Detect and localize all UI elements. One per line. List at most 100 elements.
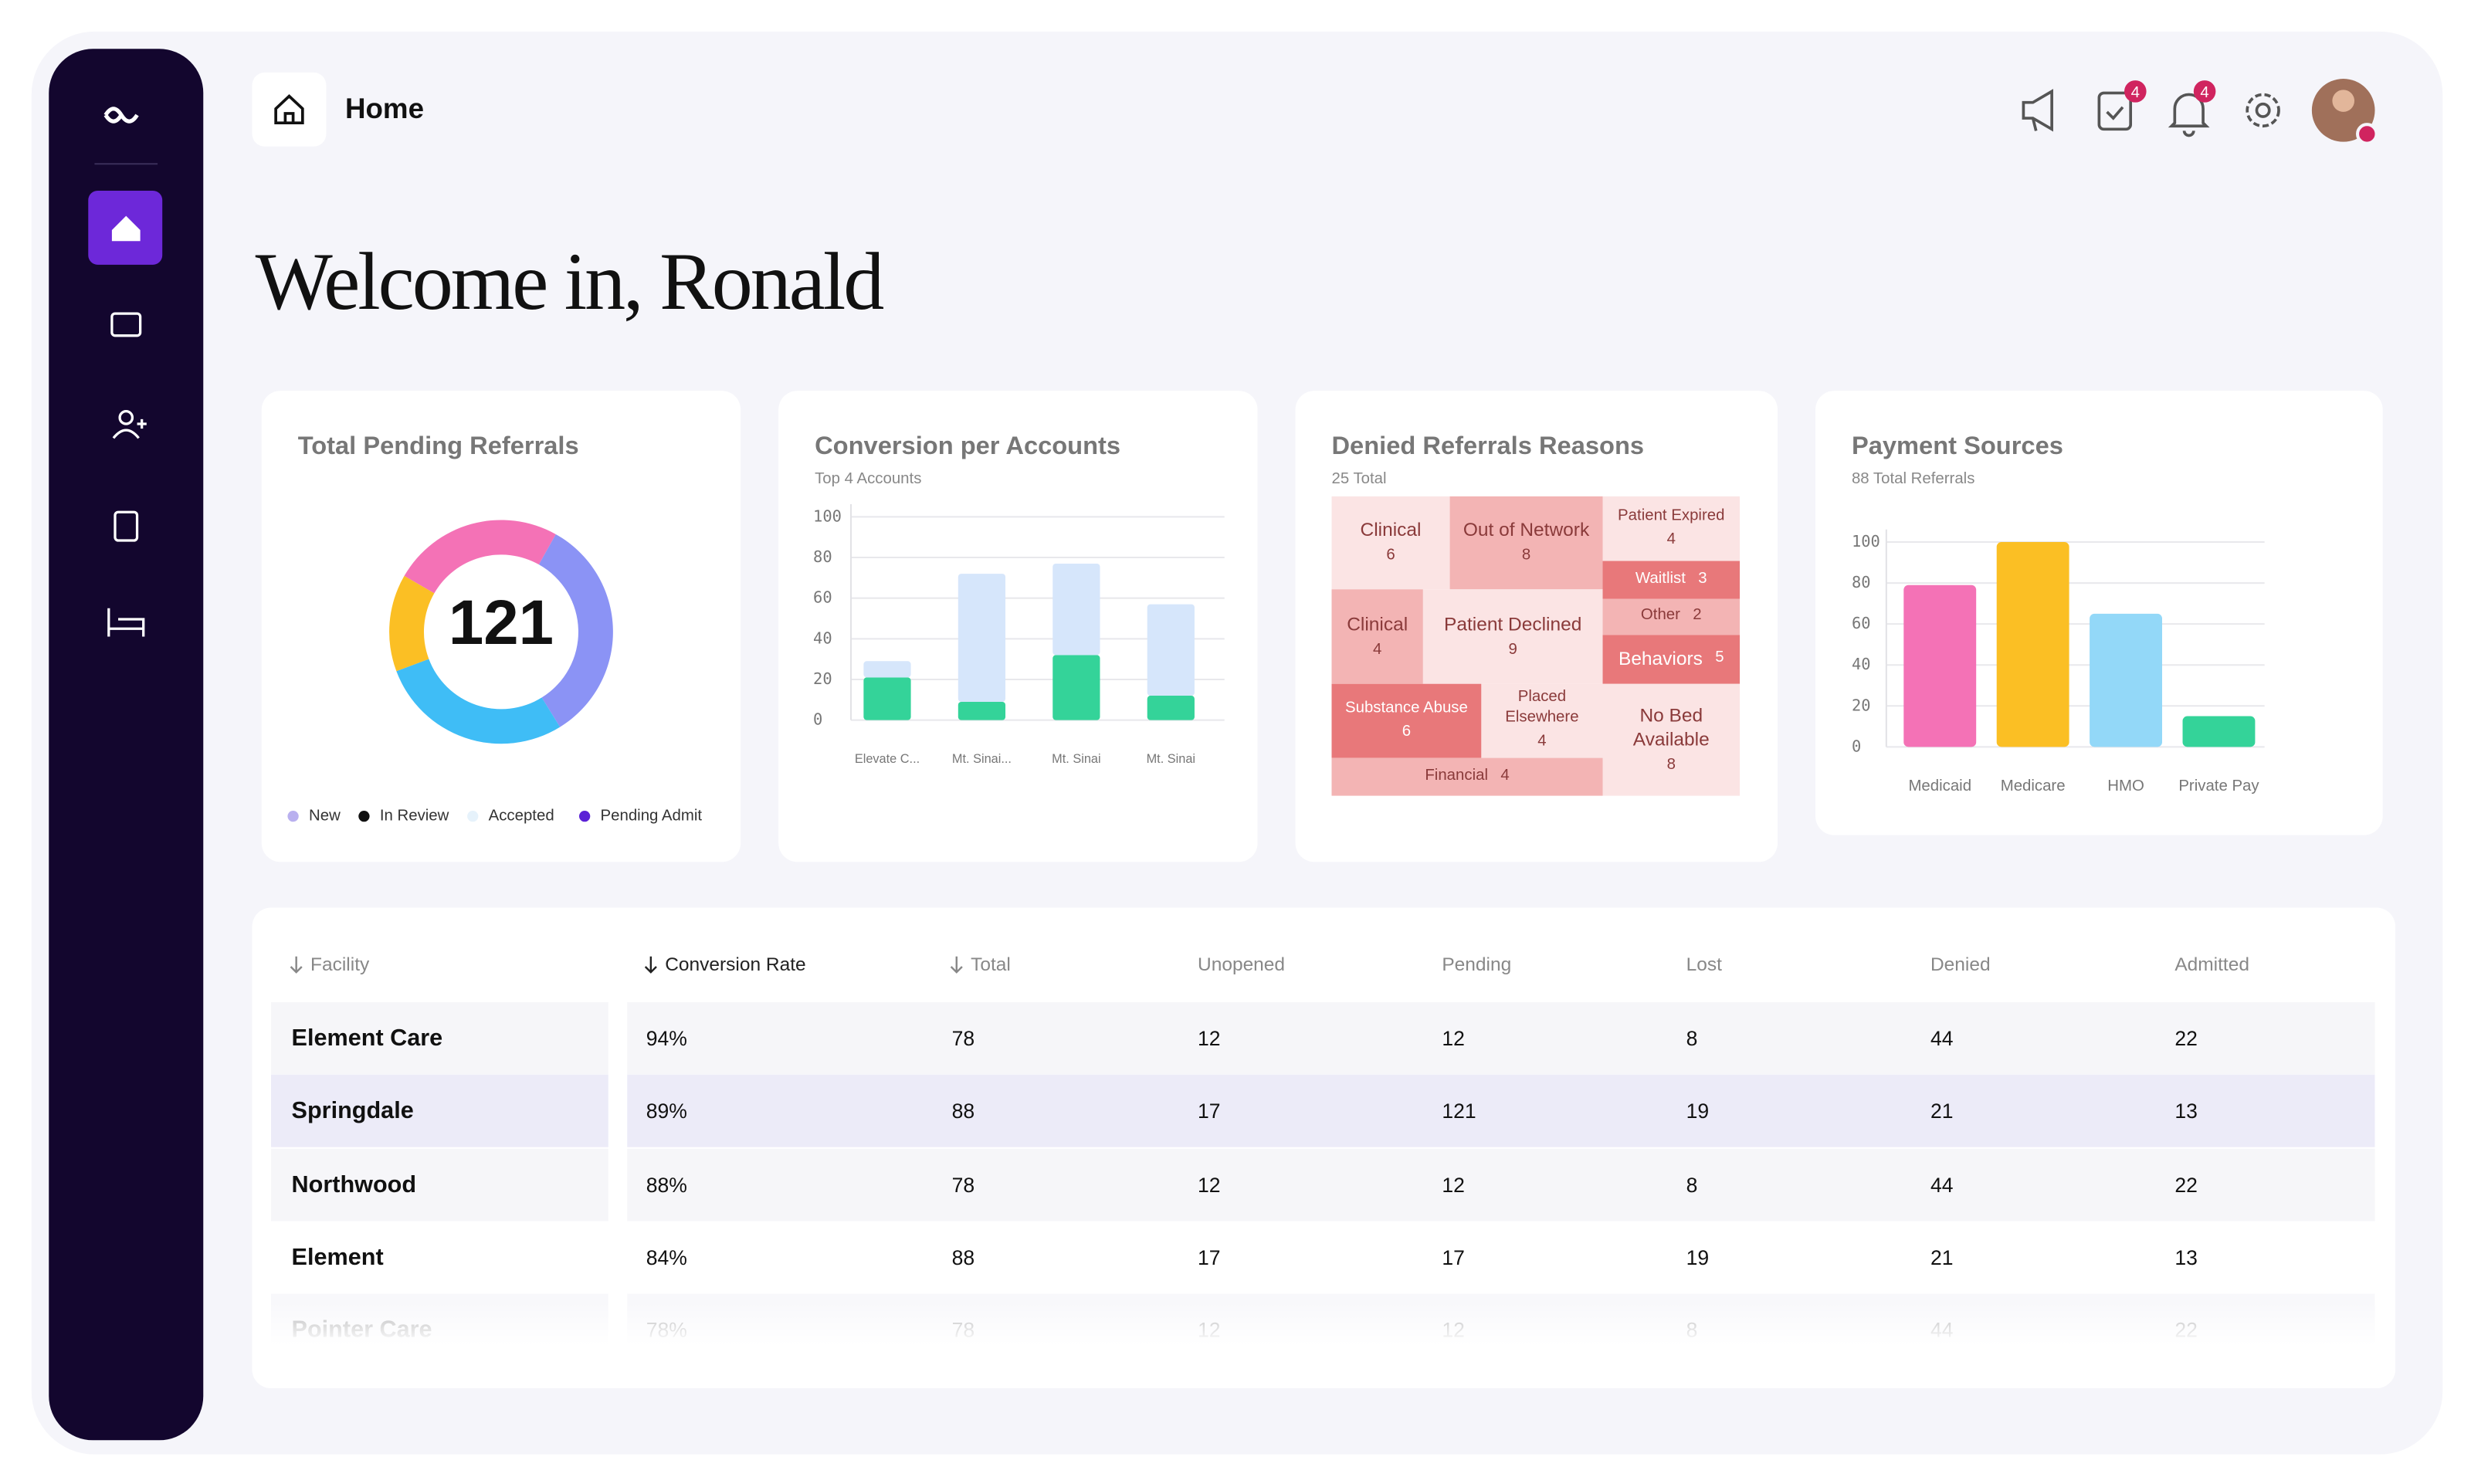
x-tick-label: Elevate C... [855, 752, 920, 766]
y-tick-label: 40 [1852, 655, 1871, 673]
table-cell: 78 [951, 1026, 975, 1051]
treemap-label: Substance Abuse [1344, 699, 1468, 717]
treemap-cell: No Bed Available 8 [1602, 683, 1741, 796]
treemap-value: 4 [1372, 641, 1382, 659]
treemap-cell: Other 2 [1602, 598, 1741, 635]
notifications-badge: 4 [2200, 84, 2208, 101]
chart-subtitle: 88 Total Referrals [1852, 470, 1974, 487]
facility-name: Element Care [291, 1025, 443, 1052]
bar-segment [1147, 604, 1195, 696]
table-cell: 88 [951, 1099, 975, 1123]
chart-title: Conversion per Accounts [815, 431, 1120, 459]
legend-label: New [309, 808, 341, 825]
settings[interactable] [2246, 93, 2280, 128]
table-cell: 22 [2174, 1172, 2198, 1197]
x-tick-label: Private Pay [2178, 778, 2259, 795]
card [261, 391, 741, 862]
legend-label: Pending Admit [601, 808, 703, 825]
bar [2182, 716, 2256, 747]
y-tick-label: 20 [813, 669, 832, 688]
table-cell: 44 [1930, 1026, 1954, 1051]
bar [1903, 584, 1977, 747]
nav-reports[interactable] [114, 510, 139, 542]
facility-name: Springdale [291, 1098, 414, 1125]
treemap-cell: Patient Declined 9 [1422, 589, 1603, 684]
table-cell: 89% [646, 1099, 687, 1123]
row-background [271, 1075, 608, 1148]
home-icon [111, 215, 141, 242]
page-title: Home [344, 93, 425, 125]
column-header: Denied [1930, 953, 1991, 976]
legend-swatch [287, 811, 299, 822]
x-tick-label: Mt. Sinai... [952, 752, 1012, 766]
chart-title: Total Pending Referrals [298, 431, 579, 459]
tasks[interactable] [2097, 91, 2133, 131]
chart-title: Denied Referrals Reasons [1331, 431, 1644, 459]
table-cell: 21 [1930, 1099, 1954, 1123]
table-cell: 17 [1198, 1099, 1221, 1123]
sort-arrow [288, 954, 303, 976]
sort-arrow [949, 954, 964, 976]
table-cell: 19 [1686, 1099, 1710, 1123]
row-background [627, 1147, 2375, 1221]
y-tick-label: 40 [813, 628, 832, 647]
treemap-label: Patient Expired [1618, 507, 1725, 524]
row-background [271, 1221, 608, 1294]
column-header: Facility [310, 953, 370, 976]
treemap-cell: Behaviors 5 [1602, 635, 1741, 684]
legend-label: Accepted [489, 808, 554, 825]
tasks-badge: 4 [2131, 84, 2140, 101]
table-cell: 22 [2174, 1026, 2198, 1051]
treemap-value: 9 [1508, 641, 1517, 659]
x-tick-label: Mt. Sinai [1147, 752, 1195, 766]
table-cell: 12 [1442, 1026, 1465, 1051]
tasks-badge-dot [2124, 80, 2147, 103]
y-tick-label: 80 [1852, 573, 1871, 591]
table-cell: 17 [1442, 1245, 1465, 1269]
notifications[interactable] [2168, 93, 2210, 137]
chart-subtitle: 25 Total [1331, 470, 1386, 487]
settings-center [2255, 102, 2271, 118]
chart-title: Payment Sources [1852, 431, 2063, 459]
table-cell: 13 [2174, 1099, 2198, 1123]
table-cell: 88% [646, 1172, 687, 1197]
treemap-cell: Placed Elsewhere 4 [1481, 683, 1603, 758]
treemap-label: Out of Network [1463, 518, 1590, 541]
y-tick-label: 100 [813, 507, 842, 525]
table-cell: 12 [1198, 1026, 1221, 1051]
row-background [627, 1001, 2375, 1075]
table-cell: 88 [951, 1245, 975, 1269]
facility-name: Element [291, 1244, 384, 1271]
table-cell: 84% [646, 1245, 687, 1269]
donut-segment [389, 575, 435, 672]
home-button[interactable] [252, 72, 327, 147]
treemap-label: Financial [1425, 767, 1489, 784]
column-header: Conversion Rate [665, 953, 806, 976]
column-header: Admitted [2174, 953, 2249, 976]
bar-segment [958, 574, 1006, 702]
legend-swatch [358, 811, 370, 822]
bar [2090, 613, 2162, 747]
nav-cards[interactable] [110, 312, 142, 337]
nav-beds[interactable] [107, 608, 145, 637]
donut-segment [396, 659, 561, 744]
announcements[interactable] [2022, 89, 2053, 132]
treemap-cell: Patient Expired 4 [1602, 496, 1741, 561]
facility-name: Northwood [291, 1171, 417, 1198]
sidebar [49, 49, 204, 1441]
treemap-cell: Waitlist 3 [1602, 561, 1741, 599]
y-tick-label: 0 [1852, 737, 1861, 755]
status-dot [2356, 123, 2378, 145]
column-header: Lost [1686, 953, 1722, 976]
nav-add-user[interactable] [118, 410, 134, 425]
row-background [627, 1075, 2375, 1148]
y-tick-label: 60 [813, 588, 832, 607]
table-cell: 12 [1442, 1172, 1465, 1197]
table-cell: 19 [1686, 1245, 1710, 1269]
x-tick-label: Medicaid [1908, 778, 1971, 795]
treemap-value: 8 [1521, 547, 1531, 565]
table-cell: 21 [1930, 1245, 1954, 1269]
table-cell: 94% [646, 1026, 687, 1051]
table-cell: 8 [1686, 1172, 1698, 1197]
